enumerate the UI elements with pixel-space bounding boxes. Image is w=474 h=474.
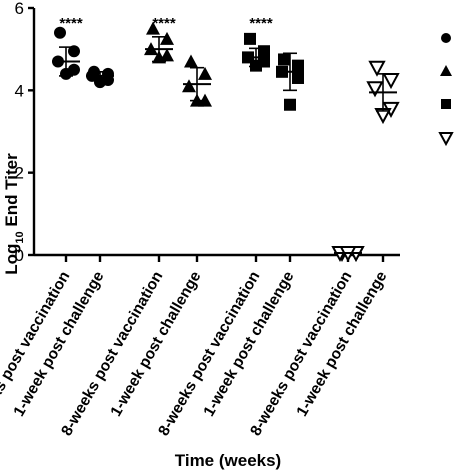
legend	[438, 33, 454, 147]
legend-marker	[441, 99, 451, 109]
data-point-square	[284, 98, 296, 111]
data-point-square	[292, 59, 304, 72]
data-point-triangle	[160, 48, 174, 62]
legend-marker	[438, 132, 454, 147]
significance-annotation: ****	[152, 15, 176, 32]
data-point-square	[292, 71, 304, 84]
y-tick-label: 4	[15, 81, 24, 100]
legend-marker	[440, 65, 452, 76]
data-point-open-triangle	[366, 81, 384, 98]
y-axis-title-main: Log	[2, 244, 21, 275]
data-point-open-triangle	[382, 73, 400, 90]
marks: **** **** ****	[52, 15, 400, 263]
y-tick-label: 2	[15, 164, 24, 183]
data-point-circle	[54, 26, 66, 39]
data-point-square	[258, 45, 270, 58]
data-point-square	[258, 55, 270, 68]
legend-marker	[441, 33, 451, 43]
data-point-triangle	[146, 21, 160, 35]
data-point-triangle	[160, 31, 174, 45]
data-point-circle	[68, 45, 80, 58]
x-axis-title: Time (weeks)	[175, 451, 281, 470]
axes	[32, 8, 400, 257]
significance-annotation: ****	[249, 15, 273, 32]
y-tick-label: 0	[15, 246, 24, 265]
data-point-square	[278, 53, 290, 66]
significance-annotation: ****	[59, 15, 83, 32]
data-point-triangle	[184, 54, 198, 68]
y-ticks: 0 2 4 6	[15, 0, 34, 265]
data-point-triangle	[182, 79, 196, 93]
data-point-square	[244, 32, 256, 45]
y-axis-title-rest: End Titer	[2, 153, 21, 231]
data-point-circle	[94, 76, 106, 89]
data-point-triangle	[198, 66, 212, 80]
y-axis-title-sub: 10	[14, 231, 26, 243]
y-tick-label: 6	[15, 0, 24, 18]
y-axis-title: Log10 End Titer	[2, 153, 26, 275]
data-point-open-triangle	[368, 60, 386, 77]
